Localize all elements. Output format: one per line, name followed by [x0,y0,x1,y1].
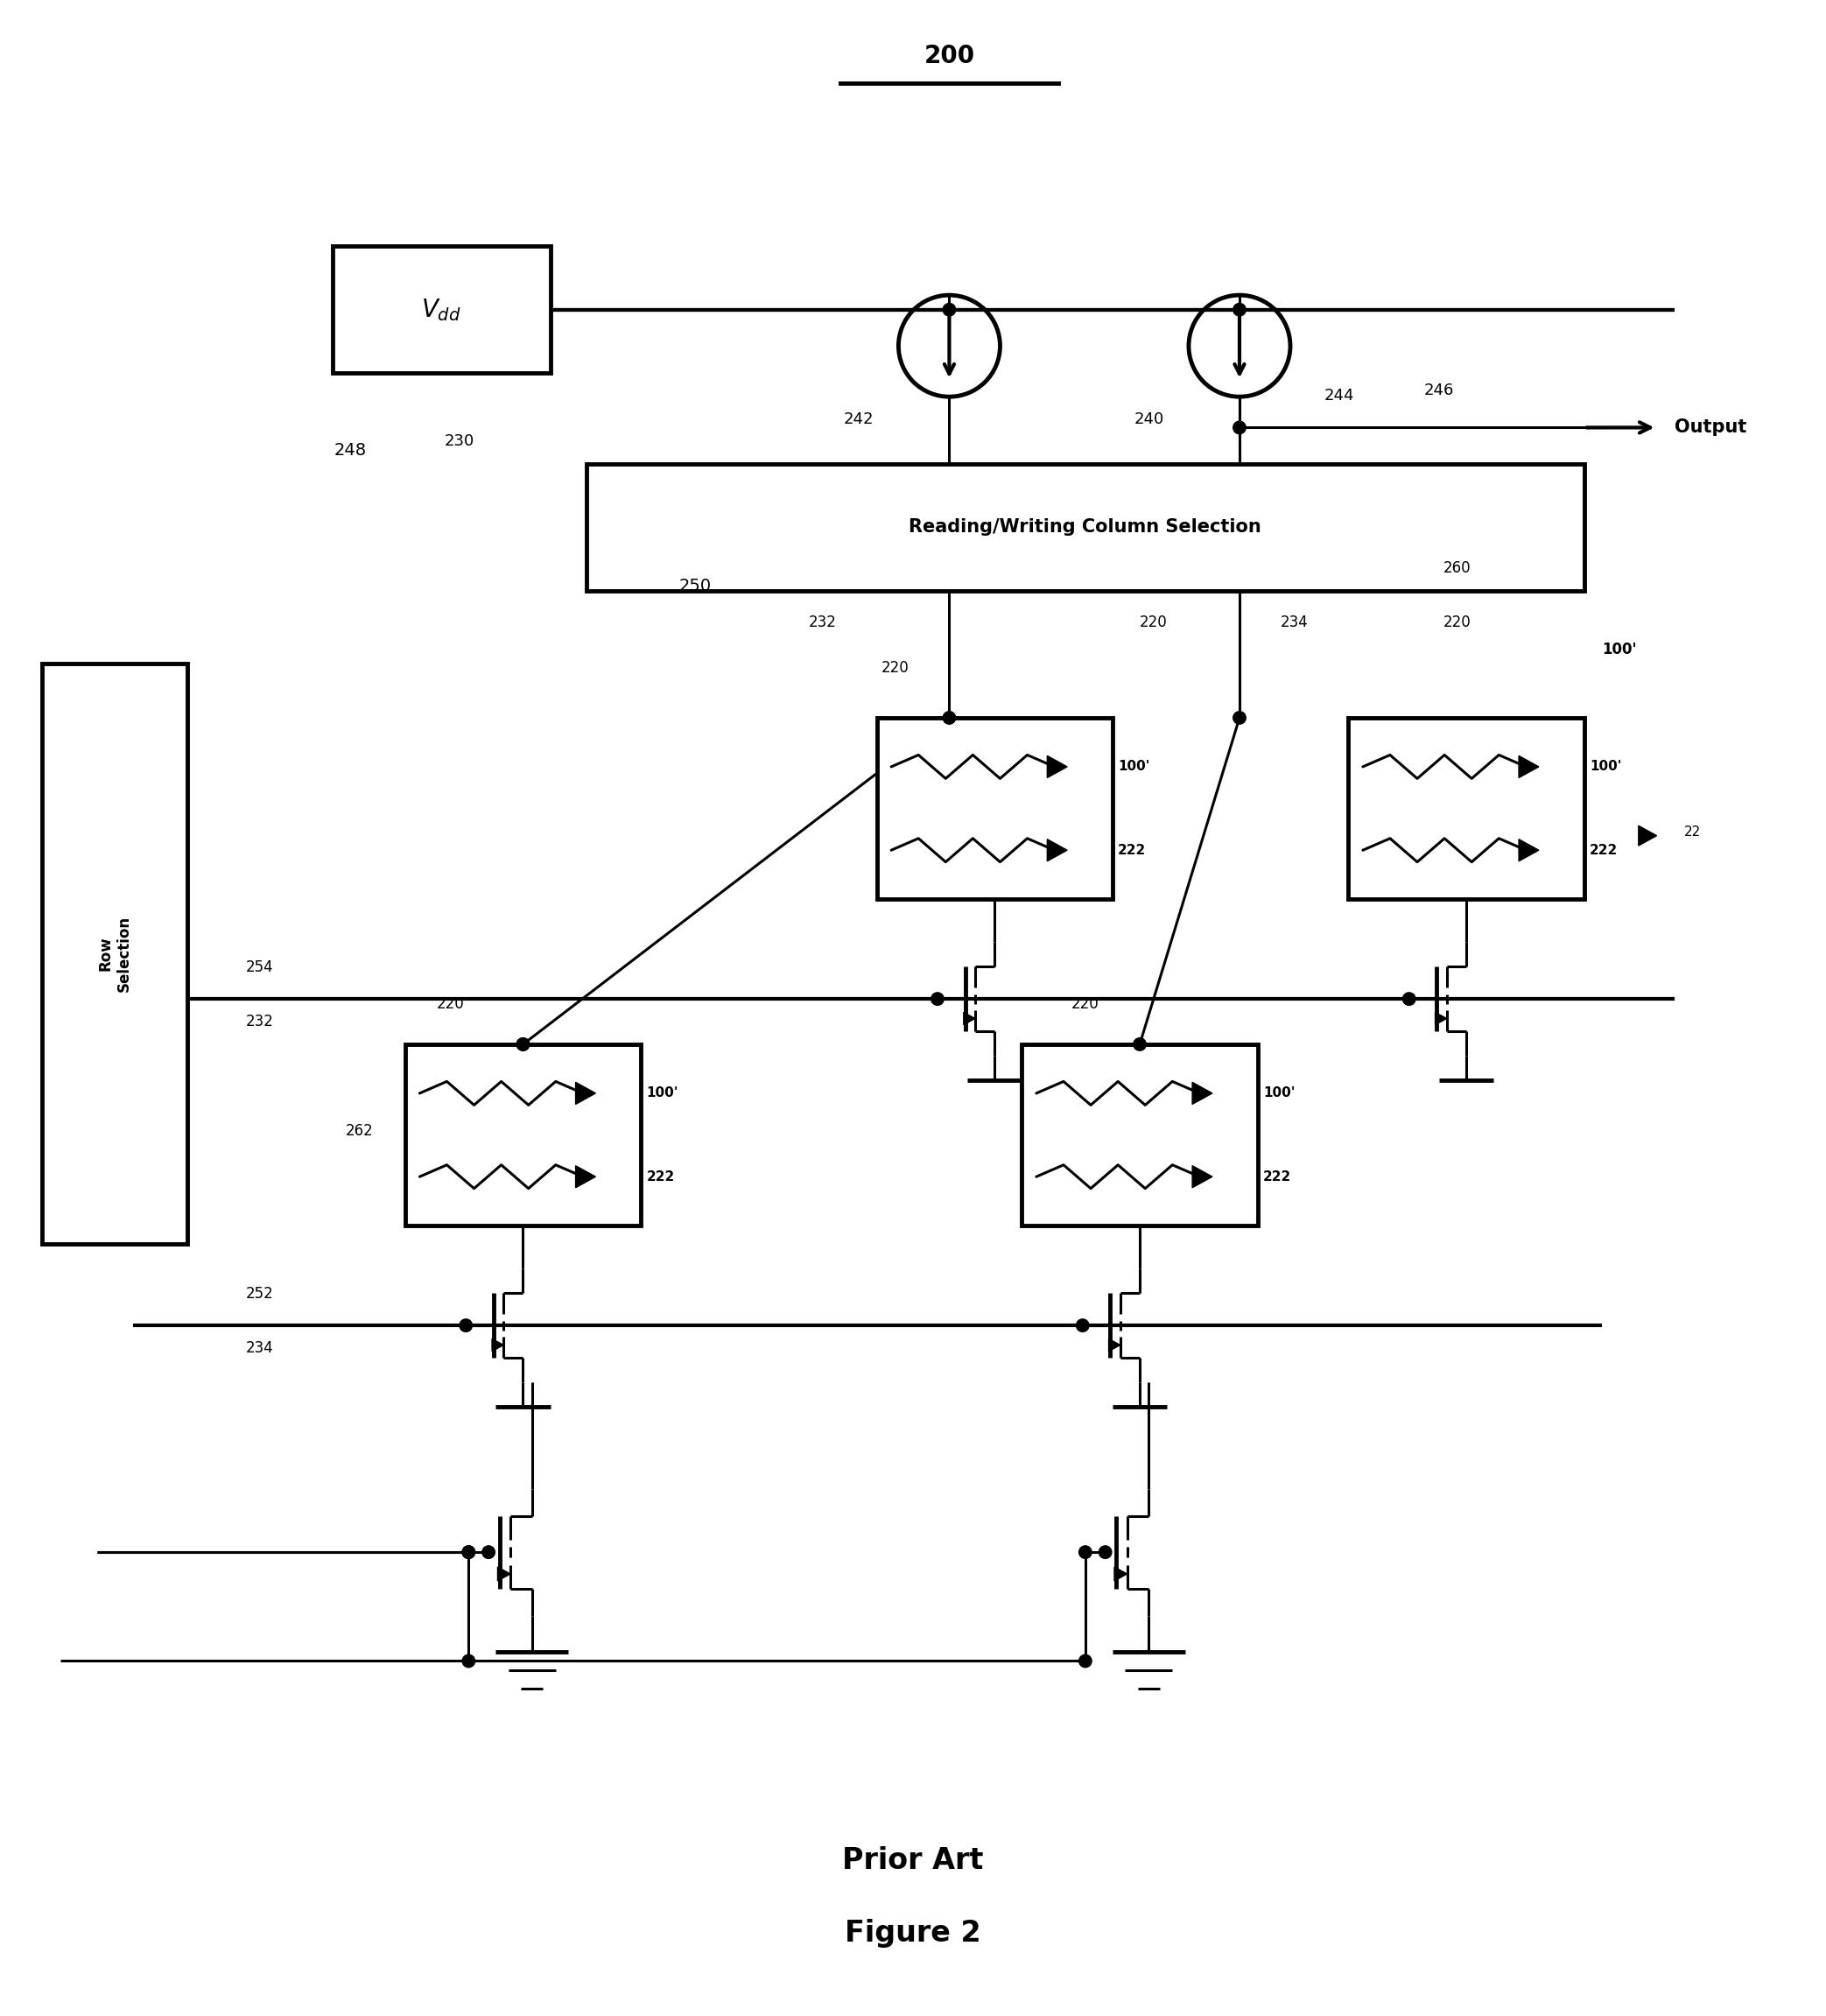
Text: 222: 222 [646,1169,674,1183]
Text: 232: 232 [809,615,836,631]
Polygon shape [964,1012,975,1024]
Text: 22: 22 [1684,825,1700,839]
Text: 234: 234 [1280,615,1307,631]
Text: 100': 100' [1601,641,1636,657]
Text: 242: 242 [844,411,873,427]
Text: 246: 246 [1424,383,1453,399]
Polygon shape [491,1339,504,1351]
Text: 100': 100' [1590,760,1621,774]
Polygon shape [498,1566,509,1581]
Text: 100': 100' [1264,1087,1295,1101]
Text: 220: 220 [436,996,464,1012]
Text: 234: 234 [247,1341,274,1357]
Polygon shape [1638,827,1656,845]
Polygon shape [1192,1083,1212,1105]
Polygon shape [1048,839,1066,861]
Circle shape [942,302,955,317]
Text: 252: 252 [247,1286,274,1302]
Polygon shape [1192,1165,1212,1187]
Text: 200: 200 [924,44,975,69]
Polygon shape [1435,1012,1446,1024]
Polygon shape [1048,756,1066,778]
Circle shape [482,1546,495,1558]
Circle shape [1134,1038,1147,1050]
Text: 230: 230 [444,433,475,450]
Text: 220: 220 [880,659,909,675]
Text: 100': 100' [646,1087,677,1101]
Text: Figure 2: Figure 2 [845,1919,981,1947]
Text: 220: 220 [1443,615,1472,631]
Text: 244: 244 [1324,389,1355,403]
Circle shape [1079,1655,1092,1667]
Text: Output: Output [1674,419,1747,435]
Polygon shape [1519,756,1539,778]
Text: $V_{dd}$: $V_{dd}$ [422,296,462,323]
Bar [586,464,1585,591]
Text: 222: 222 [1118,843,1147,857]
Text: 254: 254 [247,960,274,976]
Text: 248: 248 [334,442,367,458]
Text: Prior Art: Prior Art [842,1847,984,1875]
Text: 100': 100' [1118,760,1150,774]
Text: Reading/Writing Column Selection: Reading/Writing Column Selection [909,518,1262,536]
Bar [1023,1044,1258,1226]
Circle shape [462,1655,475,1667]
Circle shape [1076,1318,1088,1333]
Circle shape [462,1546,475,1558]
Polygon shape [1519,839,1539,861]
Bar [876,718,1112,899]
Text: 222: 222 [1590,843,1618,857]
Circle shape [942,712,955,724]
Circle shape [1402,992,1415,1006]
Circle shape [462,1546,475,1558]
Circle shape [1233,302,1245,317]
Bar [1348,718,1585,899]
Text: 260: 260 [1443,560,1472,577]
Bar [405,1044,641,1226]
Circle shape [1079,1546,1092,1558]
Text: 262: 262 [345,1123,374,1139]
Polygon shape [575,1083,595,1105]
Text: 250: 250 [679,579,712,595]
Circle shape [517,1038,530,1050]
Text: 222: 222 [1264,1169,1291,1183]
Polygon shape [1114,1566,1127,1581]
Circle shape [1233,712,1245,724]
Bar [42,663,188,1244]
Circle shape [931,992,944,1006]
Text: Row
Selection: Row Selection [99,915,131,992]
Text: 240: 240 [1134,411,1163,427]
Text: 220: 220 [1139,615,1167,631]
Text: 220: 220 [1072,996,1099,1012]
Polygon shape [1108,1339,1119,1351]
Circle shape [1099,1546,1112,1558]
Circle shape [460,1318,473,1333]
Polygon shape [575,1165,595,1187]
Bar [332,246,550,373]
Circle shape [1233,421,1245,433]
Text: 232: 232 [247,1014,274,1030]
Circle shape [517,1038,530,1050]
